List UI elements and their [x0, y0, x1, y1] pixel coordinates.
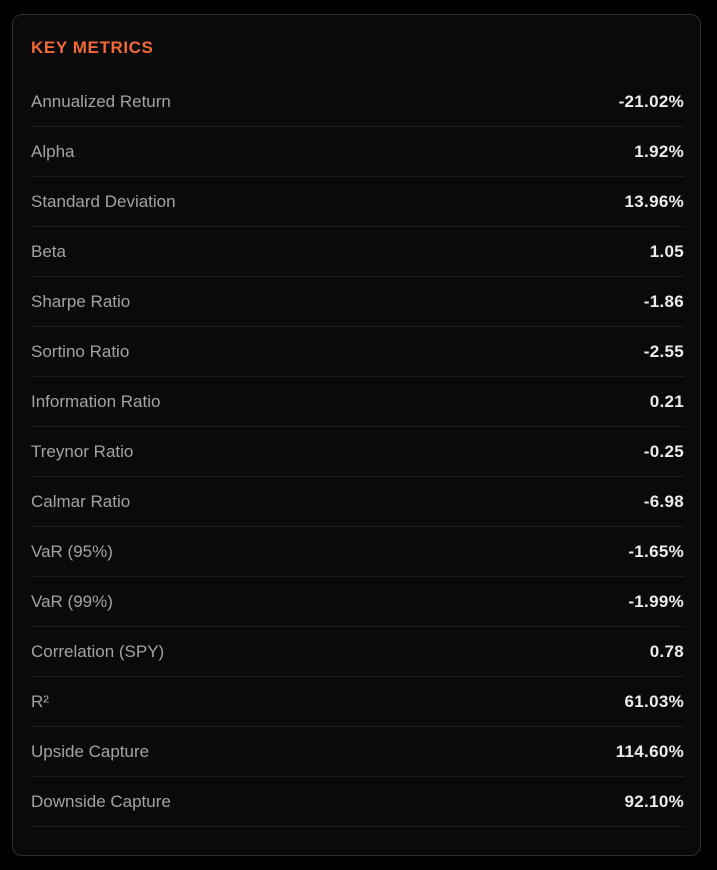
metric-row-sharpe-ratio: Sharpe Ratio -1.86	[31, 277, 684, 327]
metric-label: Sharpe Ratio	[31, 291, 131, 311]
metric-row-var-99: VaR (99%) -1.99%	[31, 577, 684, 627]
metric-value: -0.25	[643, 441, 684, 461]
metric-row-calmar-ratio: Calmar Ratio -6.98	[31, 477, 684, 527]
metric-label: Sortino Ratio	[31, 341, 130, 361]
metric-value: -1.86	[643, 291, 684, 311]
metric-row-r-squared: R² 61.03%	[31, 677, 684, 727]
metric-label: Standard Deviation	[31, 191, 176, 211]
metric-row-var-95: VaR (95%) -1.65%	[31, 527, 684, 577]
key-metrics-panel: KEY METRICS Annualized Return -21.02% Al…	[12, 14, 701, 856]
metric-value: -6.98	[643, 491, 684, 511]
metric-label: Alpha	[31, 141, 75, 161]
metric-value: 0.78	[649, 641, 684, 661]
metric-value: -2.55	[643, 341, 684, 361]
metric-row-standard-deviation: Standard Deviation 13.96%	[31, 177, 684, 227]
metric-row-annualized-return: Annualized Return -21.02%	[31, 77, 684, 127]
metric-row-information-ratio: Information Ratio 0.21	[31, 377, 684, 427]
metric-value: 61.03%	[624, 691, 684, 711]
metric-value: 92.10%	[624, 791, 684, 811]
metric-row-sortino-ratio: Sortino Ratio -2.55	[31, 327, 684, 377]
metric-label: Treynor Ratio	[31, 441, 134, 461]
metric-value: 1.05	[649, 241, 684, 261]
metric-label: Annualized Return	[31, 91, 171, 111]
metric-value: -21.02%	[618, 91, 684, 111]
metric-value: 13.96%	[624, 191, 684, 211]
metric-label: Beta	[31, 241, 66, 261]
metric-label: Correlation (SPY)	[31, 641, 165, 661]
metric-label: Upside Capture	[31, 741, 150, 761]
metric-row-beta: Beta 1.05	[31, 227, 684, 277]
metric-value: -1.99%	[628, 591, 684, 611]
metric-row-treynor-ratio: Treynor Ratio -0.25	[31, 427, 684, 477]
metrics-list: Annualized Return -21.02% Alpha 1.92% St…	[31, 77, 684, 827]
metric-row-downside-capture: Downside Capture 92.10%	[31, 777, 684, 827]
metric-label: Information Ratio	[31, 391, 161, 411]
metric-value: 114.60%	[615, 741, 684, 761]
metric-row-upside-capture: Upside Capture 114.60%	[31, 727, 684, 777]
metric-label: VaR (99%)	[31, 591, 113, 611]
metric-row-alpha: Alpha 1.92%	[31, 127, 684, 177]
metric-value: 1.92%	[634, 141, 684, 161]
metric-row-correlation-spy: Correlation (SPY) 0.78	[31, 627, 684, 677]
metric-label: R²	[31, 691, 49, 711]
panel-title: KEY METRICS	[31, 38, 154, 57]
metric-value: -1.65%	[628, 541, 684, 561]
metric-value: 0.21	[649, 391, 684, 411]
metric-label: Calmar Ratio	[31, 491, 131, 511]
metric-label: VaR (95%)	[31, 541, 113, 561]
metric-label: Downside Capture	[31, 791, 171, 811]
